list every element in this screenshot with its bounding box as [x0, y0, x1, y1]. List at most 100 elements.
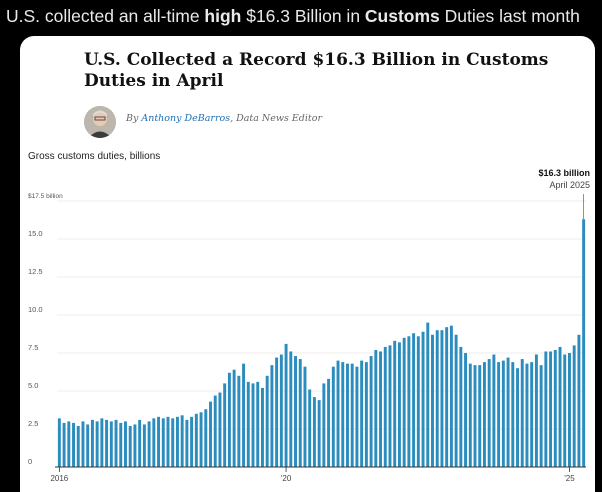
bar [445, 327, 449, 467]
bar [138, 419, 142, 467]
bar [284, 343, 288, 467]
post-text-bold: high [204, 6, 242, 26]
bar [482, 362, 486, 467]
bar [317, 400, 321, 467]
bar [544, 351, 548, 467]
article-headline[interactable]: U.S. Collected a Record $16.3 Billion in… [84, 50, 549, 91]
bar [204, 409, 208, 467]
article-card[interactable]: U.S. Collected a Record $16.3 Billion in… [20, 36, 595, 492]
y-tick-label: 10.0 [28, 305, 43, 314]
bar [516, 368, 519, 467]
bar [336, 360, 340, 467]
x-tick-label: '20 [281, 474, 292, 483]
bar [147, 421, 151, 467]
bar [346, 363, 349, 467]
bar [90, 419, 94, 467]
bar [501, 360, 505, 467]
bar [180, 415, 184, 467]
bar [440, 330, 444, 467]
bar [190, 416, 194, 467]
bar [558, 346, 562, 467]
bar [265, 375, 269, 467]
bar [374, 349, 378, 467]
chart-subtitle: Gross customs duties, billions [28, 151, 161, 162]
bar [157, 416, 161, 467]
bar [303, 366, 307, 467]
bar [109, 421, 113, 467]
bar [431, 334, 434, 467]
bar [435, 330, 439, 467]
author-link[interactable]: Anthony DeBarros [141, 113, 231, 124]
bar [298, 359, 302, 467]
bar [454, 334, 458, 467]
x-tick-label: 2016 [50, 474, 68, 483]
bar [199, 412, 203, 467]
bar [416, 336, 420, 467]
bar [383, 346, 387, 467]
bar [308, 389, 312, 467]
bar [520, 359, 524, 467]
post-text-part: U.S. collected an all-time [6, 6, 205, 26]
bar [270, 365, 274, 467]
bar [62, 422, 66, 467]
bar [412, 333, 416, 467]
bar [530, 362, 534, 467]
bar [152, 418, 156, 467]
bar [218, 392, 222, 467]
bar [525, 363, 529, 467]
bar [421, 331, 425, 467]
bar [582, 219, 586, 467]
bar [379, 351, 383, 467]
annotation-value: $16.3 billion [538, 168, 590, 178]
bar [350, 363, 354, 467]
bar [95, 421, 99, 467]
bar [57, 418, 61, 467]
bar [72, 422, 75, 467]
bar [76, 425, 80, 467]
y-tick-label: 2.5 [28, 419, 38, 428]
bar [161, 418, 165, 467]
bar [133, 424, 137, 467]
post-text-bold: Customs [364, 6, 440, 26]
bar [171, 418, 175, 467]
bar [246, 381, 250, 467]
post-text: U.S. collected an all-time high $16.3 Bi… [6, 4, 600, 28]
bar [260, 387, 264, 467]
bar [242, 363, 246, 467]
y-tick-label: 7.5 [28, 343, 38, 352]
bar [289, 351, 293, 467]
bar [487, 359, 491, 467]
bar [572, 345, 576, 467]
bar [81, 421, 85, 467]
bar [449, 325, 453, 467]
y-tick-label: $17.5 billion [28, 193, 63, 200]
bar [388, 345, 392, 467]
bar [322, 383, 326, 467]
bar [360, 360, 364, 467]
bar [369, 356, 373, 467]
author-avatar [84, 106, 116, 138]
bar [402, 337, 406, 467]
byline-role: , Data News Editor [230, 113, 322, 124]
bar [194, 413, 198, 467]
bar [166, 416, 170, 467]
byline: By Anthony DeBarros, Data News Editor [126, 113, 322, 124]
bar [251, 383, 255, 467]
post-text-part: $16.3 Billion in [241, 6, 365, 26]
y-tick-label: 0 [28, 457, 32, 466]
bar [468, 363, 472, 467]
bar [577, 334, 581, 467]
bar [473, 365, 477, 467]
annotation-date: April 2025 [549, 180, 590, 190]
x-tick-label: '25 [564, 474, 575, 483]
bar [119, 422, 123, 467]
bar [185, 419, 189, 467]
bar [213, 395, 217, 467]
bar [459, 346, 463, 467]
bar [511, 362, 515, 467]
bar [534, 354, 538, 467]
y-tick-label: 5.0 [28, 381, 38, 390]
bar [142, 424, 146, 467]
bar [237, 375, 241, 467]
bar [355, 366, 359, 467]
